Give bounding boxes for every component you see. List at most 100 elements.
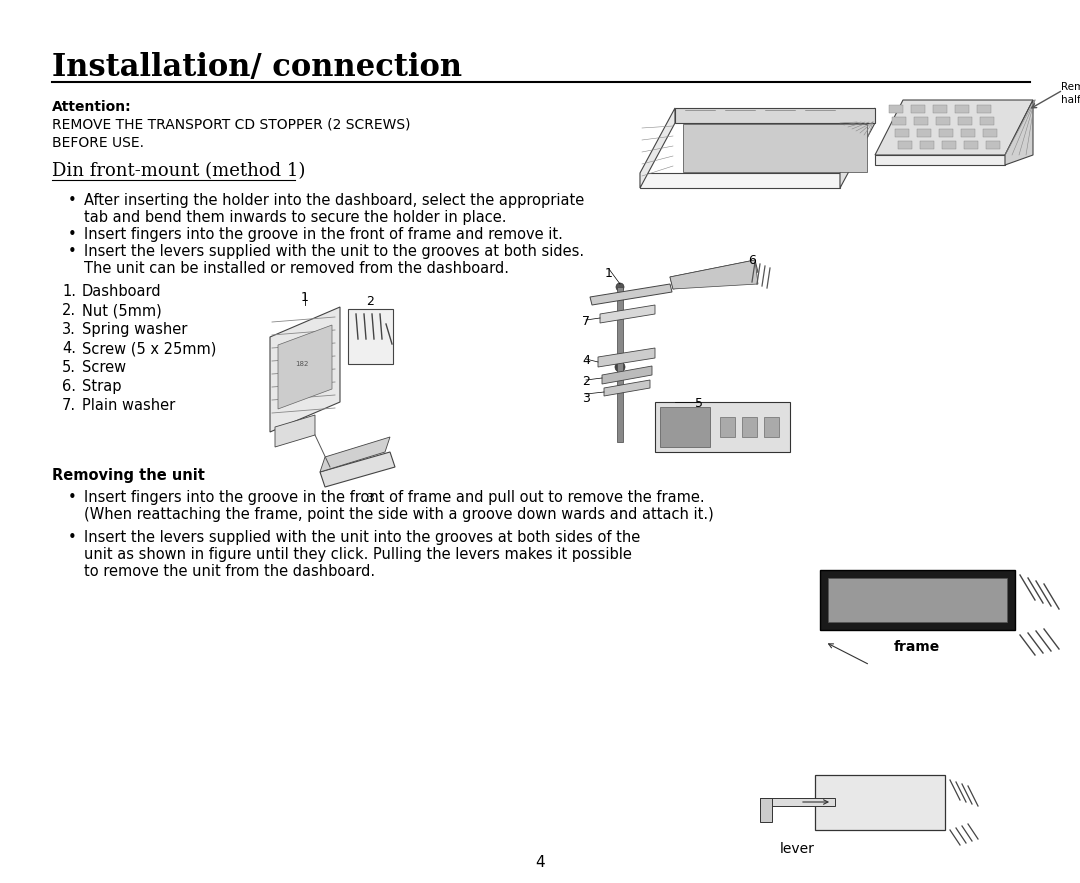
Polygon shape [348, 309, 393, 364]
Text: Strap: Strap [82, 379, 121, 394]
Text: Insert fingers into the groove in the front of frame and pull out to remove the : Insert fingers into the groove in the fr… [84, 490, 704, 505]
Text: REMOVE THE TRANSPORT CD STOPPER (2 SCREWS): REMOVE THE TRANSPORT CD STOPPER (2 SCREW… [52, 118, 410, 132]
Polygon shape [875, 100, 1032, 155]
Polygon shape [742, 417, 757, 437]
Polygon shape [933, 105, 947, 113]
Polygon shape [955, 105, 969, 113]
Text: 3: 3 [582, 392, 590, 405]
Text: The unit can be installed or removed from the dashboard.: The unit can be installed or removed fro… [84, 261, 509, 276]
Polygon shape [720, 417, 735, 437]
Polygon shape [654, 402, 789, 452]
Polygon shape [917, 129, 931, 137]
Polygon shape [617, 287, 623, 442]
Text: •: • [68, 193, 77, 208]
Polygon shape [598, 348, 654, 367]
Text: tab and bend them inwards to secure the holder in place.: tab and bend them inwards to secure the … [84, 210, 507, 225]
Polygon shape [977, 105, 991, 113]
Polygon shape [875, 155, 1005, 165]
Text: Attention:: Attention: [52, 100, 132, 114]
Polygon shape [958, 117, 972, 125]
Circle shape [616, 283, 624, 291]
Polygon shape [604, 380, 650, 396]
Polygon shape [683, 124, 867, 172]
Text: 1: 1 [605, 267, 612, 280]
Polygon shape [895, 129, 909, 137]
Polygon shape [897, 141, 912, 149]
Polygon shape [590, 284, 672, 305]
Text: Screw (5 x 25mm): Screw (5 x 25mm) [82, 341, 216, 356]
Polygon shape [840, 108, 875, 188]
Text: Remove the
half sleeve: Remove the half sleeve [1061, 82, 1080, 105]
Polygon shape [939, 129, 953, 137]
Polygon shape [983, 129, 997, 137]
Text: Dashboard: Dashboard [82, 284, 162, 299]
Polygon shape [670, 260, 758, 289]
Text: Din front-mount (method 1): Din front-mount (method 1) [52, 162, 306, 180]
Polygon shape [815, 775, 945, 830]
Polygon shape [828, 578, 1007, 622]
Text: After inserting the holder into the dashboard, select the appropriate: After inserting the holder into the dash… [84, 193, 584, 208]
Polygon shape [914, 117, 928, 125]
Text: 7: 7 [582, 315, 590, 328]
Polygon shape [980, 117, 994, 125]
Text: •: • [68, 244, 77, 259]
Text: 5.: 5. [62, 360, 76, 375]
Text: 182: 182 [295, 361, 309, 367]
Polygon shape [320, 437, 390, 472]
Text: Installation/ connection: Installation/ connection [52, 52, 462, 83]
Text: (When reattaching the frame, point the side with a groove down wards and attach : (When reattaching the frame, point the s… [84, 507, 714, 522]
Circle shape [838, 800, 842, 804]
Polygon shape [1005, 100, 1032, 165]
Text: 3: 3 [366, 492, 374, 505]
Text: unit as shown in figure until they click. Pulling the levers makes it possible: unit as shown in figure until they click… [84, 547, 632, 562]
Polygon shape [892, 117, 906, 125]
Text: 2.: 2. [62, 303, 76, 318]
Text: Plain washer: Plain washer [82, 398, 175, 413]
Polygon shape [964, 141, 978, 149]
Polygon shape [602, 366, 652, 384]
Polygon shape [760, 798, 772, 822]
Text: 2: 2 [582, 375, 590, 388]
Polygon shape [889, 105, 903, 113]
Polygon shape [936, 117, 950, 125]
Text: 1.: 1. [62, 284, 76, 299]
Polygon shape [760, 798, 835, 806]
Text: BEFORE USE.: BEFORE USE. [52, 136, 144, 150]
Polygon shape [820, 570, 1015, 630]
Polygon shape [675, 108, 875, 123]
Polygon shape [640, 108, 675, 188]
Polygon shape [270, 307, 340, 432]
Text: Insert fingers into the groove in the front of frame and remove it.: Insert fingers into the groove in the fr… [84, 227, 563, 242]
Text: 7.: 7. [62, 398, 76, 413]
Polygon shape [640, 173, 840, 188]
Polygon shape [986, 141, 1000, 149]
Text: Removing the unit: Removing the unit [52, 468, 205, 483]
Polygon shape [278, 325, 332, 409]
Polygon shape [912, 105, 924, 113]
Text: 3.: 3. [62, 322, 76, 337]
Text: Spring washer: Spring washer [82, 322, 187, 337]
Text: 6: 6 [748, 254, 756, 267]
Polygon shape [764, 417, 779, 437]
Text: 4.: 4. [62, 341, 76, 356]
Polygon shape [320, 452, 395, 487]
Circle shape [327, 464, 333, 470]
Text: 2: 2 [366, 295, 374, 308]
Text: to remove the unit from the dashboard.: to remove the unit from the dashboard. [84, 564, 375, 579]
Polygon shape [920, 141, 934, 149]
Text: 1: 1 [301, 291, 309, 304]
Text: Insert the levers supplied with the unit into the grooves at both sides of the: Insert the levers supplied with the unit… [84, 530, 640, 545]
Text: 4: 4 [536, 855, 544, 870]
Text: 6.: 6. [62, 379, 76, 394]
Polygon shape [942, 141, 956, 149]
Circle shape [615, 362, 625, 372]
Text: lever: lever [780, 842, 815, 856]
Polygon shape [600, 305, 654, 323]
Text: •: • [68, 530, 77, 545]
Text: •: • [68, 227, 77, 242]
Text: 5: 5 [696, 397, 703, 410]
Text: frame: frame [894, 640, 940, 654]
Text: Nut (5mm): Nut (5mm) [82, 303, 162, 318]
Polygon shape [670, 260, 758, 289]
Text: •: • [68, 490, 77, 505]
